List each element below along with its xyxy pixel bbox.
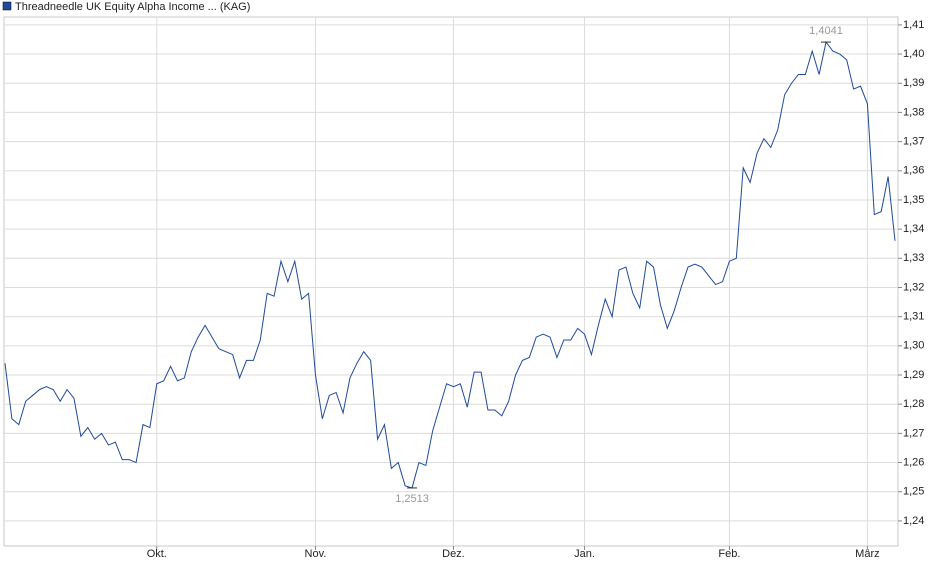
y-tick-label: 1,33 xyxy=(903,252,924,264)
y-tick-label: 1,31 xyxy=(903,311,924,323)
legend-label: Threadneedle UK Equity Alpha Income ... … xyxy=(15,1,250,13)
y-tick-label: 1,39 xyxy=(903,77,924,89)
y-tick-label: 1,32 xyxy=(903,281,924,293)
x-tick-label: Nov. xyxy=(305,548,327,560)
legend-swatch xyxy=(2,1,12,11)
y-tick-label: 1,37 xyxy=(903,135,924,147)
annotation-label: 1,4041 xyxy=(809,25,843,37)
y-tick-label: 1,27 xyxy=(903,427,924,439)
y-tick-label: 1,34 xyxy=(903,223,924,235)
y-tick-label: 1,41 xyxy=(903,19,924,31)
y-tick-label: 1,30 xyxy=(903,340,924,352)
y-tick-label: 1,35 xyxy=(903,194,924,206)
series-line xyxy=(4,40,896,489)
y-tick-label: 1,25 xyxy=(903,486,924,498)
y-tick-label: 1,36 xyxy=(903,165,924,177)
y-tick-label: 1,28 xyxy=(903,398,924,410)
x-tick-label: März xyxy=(855,548,879,560)
x-tick-label: Okt. xyxy=(147,548,167,560)
y-tick-label: 1,38 xyxy=(903,106,924,118)
x-tick-label: Feb. xyxy=(718,548,740,560)
x-tick-label: Jan. xyxy=(574,548,595,560)
plot-area xyxy=(3,16,899,547)
x-tick-label: Dez. xyxy=(442,548,465,560)
y-tick-label: 1,29 xyxy=(903,369,924,381)
annotation-label: 1,2513 xyxy=(395,493,429,505)
y-tick-label: 1,26 xyxy=(903,456,924,468)
y-tick-label: 1,40 xyxy=(903,48,924,60)
y-tick-label: 1,24 xyxy=(903,515,924,527)
